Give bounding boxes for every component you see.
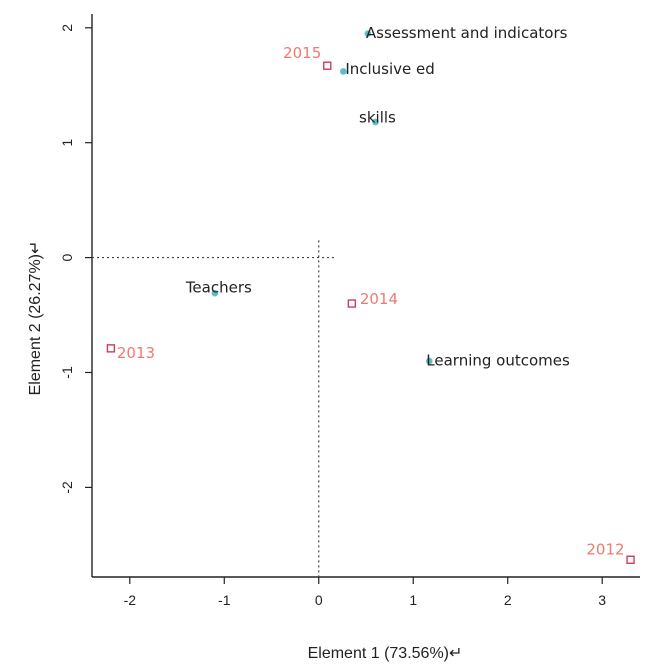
- point-label-learning-outcomes: Learning outcomes: [426, 351, 570, 369]
- y-axis-title: Element 2 (26.27%)↵: [27, 241, 44, 396]
- x-tick-label: -2: [124, 592, 137, 608]
- y-tick-label: -1: [59, 366, 75, 379]
- x-tick-label: 0: [315, 592, 323, 608]
- point-square-2015: [323, 61, 332, 70]
- point-label-skills: skills: [359, 109, 396, 127]
- point-dot-skills: [372, 118, 379, 126]
- point-square-2014: [347, 299, 357, 308]
- x-axis-title: Element 1 (73.56%)↵: [308, 645, 463, 662]
- x-tick-label: 1: [409, 592, 417, 608]
- point-label-teachers: Teachers: [185, 279, 252, 297]
- reference-lines: [92, 240, 336, 577]
- point-label-assessment-and-indicators: Assessment and indicators: [366, 24, 568, 42]
- y-tick-label: 0: [59, 253, 75, 261]
- y-tick-label: 2: [59, 24, 75, 32]
- point-dot-teachers: [211, 289, 219, 297]
- point-dot-assessment-and-indicators: [364, 30, 372, 37]
- point-label-2013: 2013: [117, 344, 155, 362]
- point-square-2012: [626, 555, 635, 564]
- point-label-2012: 2012: [586, 540, 624, 558]
- point-label-2014: 2014: [360, 290, 398, 308]
- x-ticks: -2 -1 0 1 2 3: [124, 577, 606, 608]
- axes: [91, 14, 640, 578]
- x-tick-label: 2: [504, 592, 512, 608]
- x-tick-label: 3: [598, 592, 606, 608]
- point-label-inclusive-ed: Inclusive ed: [345, 60, 434, 78]
- point-label-2015: 2015: [283, 44, 321, 62]
- y-tick-label: -2: [59, 481, 75, 494]
- point-dot-learning-outcomes: [426, 357, 433, 365]
- y-ticks: -2 -1 0 1 2: [59, 24, 92, 494]
- x-tick-label: -1: [218, 592, 231, 608]
- point-square-2013: [106, 344, 116, 353]
- point-labels: Assessment and indicators Inclusive ed ski…: [117, 24, 625, 558]
- point-dot-inclusive-ed: [340, 68, 347, 75]
- y-tick-label: 1: [59, 139, 75, 147]
- data-points: [106, 30, 635, 564]
